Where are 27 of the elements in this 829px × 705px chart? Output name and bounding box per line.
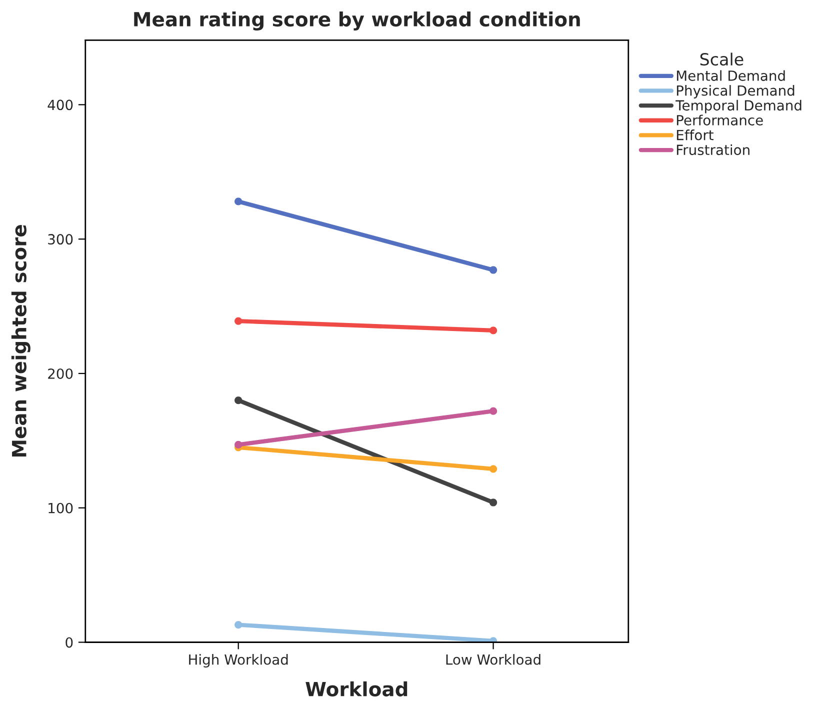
point bbox=[234, 317, 242, 325]
legend-label: Frustration bbox=[676, 144, 750, 156]
legend-label: Mental Demand bbox=[676, 70, 785, 81]
y-tick-label: 400 bbox=[48, 100, 73, 110]
y-tick-label: 0 bbox=[66, 637, 73, 648]
legend-label: Performance bbox=[676, 114, 763, 126]
point bbox=[489, 465, 498, 473]
y-tick-label: 100 bbox=[48, 502, 73, 514]
point bbox=[234, 198, 242, 206]
point bbox=[234, 396, 242, 404]
y-tick-label: 300 bbox=[48, 234, 73, 245]
y-tick-label: 200 bbox=[48, 368, 73, 379]
point bbox=[489, 407, 498, 415]
y-axis-title: Mean weighted score bbox=[11, 225, 30, 457]
legend-label: Physical Demand bbox=[676, 85, 794, 98]
chart-title: Mean rating score by workload condition bbox=[134, 12, 580, 30]
point bbox=[489, 498, 498, 506]
x-axis-title: Workload bbox=[306, 681, 408, 696]
point bbox=[489, 266, 498, 274]
x-tick-label: Low Workload bbox=[446, 654, 540, 665]
x-tick-label: High Workload bbox=[189, 654, 288, 668]
point bbox=[234, 620, 242, 629]
legend-title: Scale bbox=[700, 52, 744, 66]
point bbox=[489, 326, 498, 334]
point bbox=[234, 440, 242, 449]
legend-label: Temporal Demand bbox=[676, 100, 802, 114]
legend-label: Effort bbox=[676, 130, 714, 140]
